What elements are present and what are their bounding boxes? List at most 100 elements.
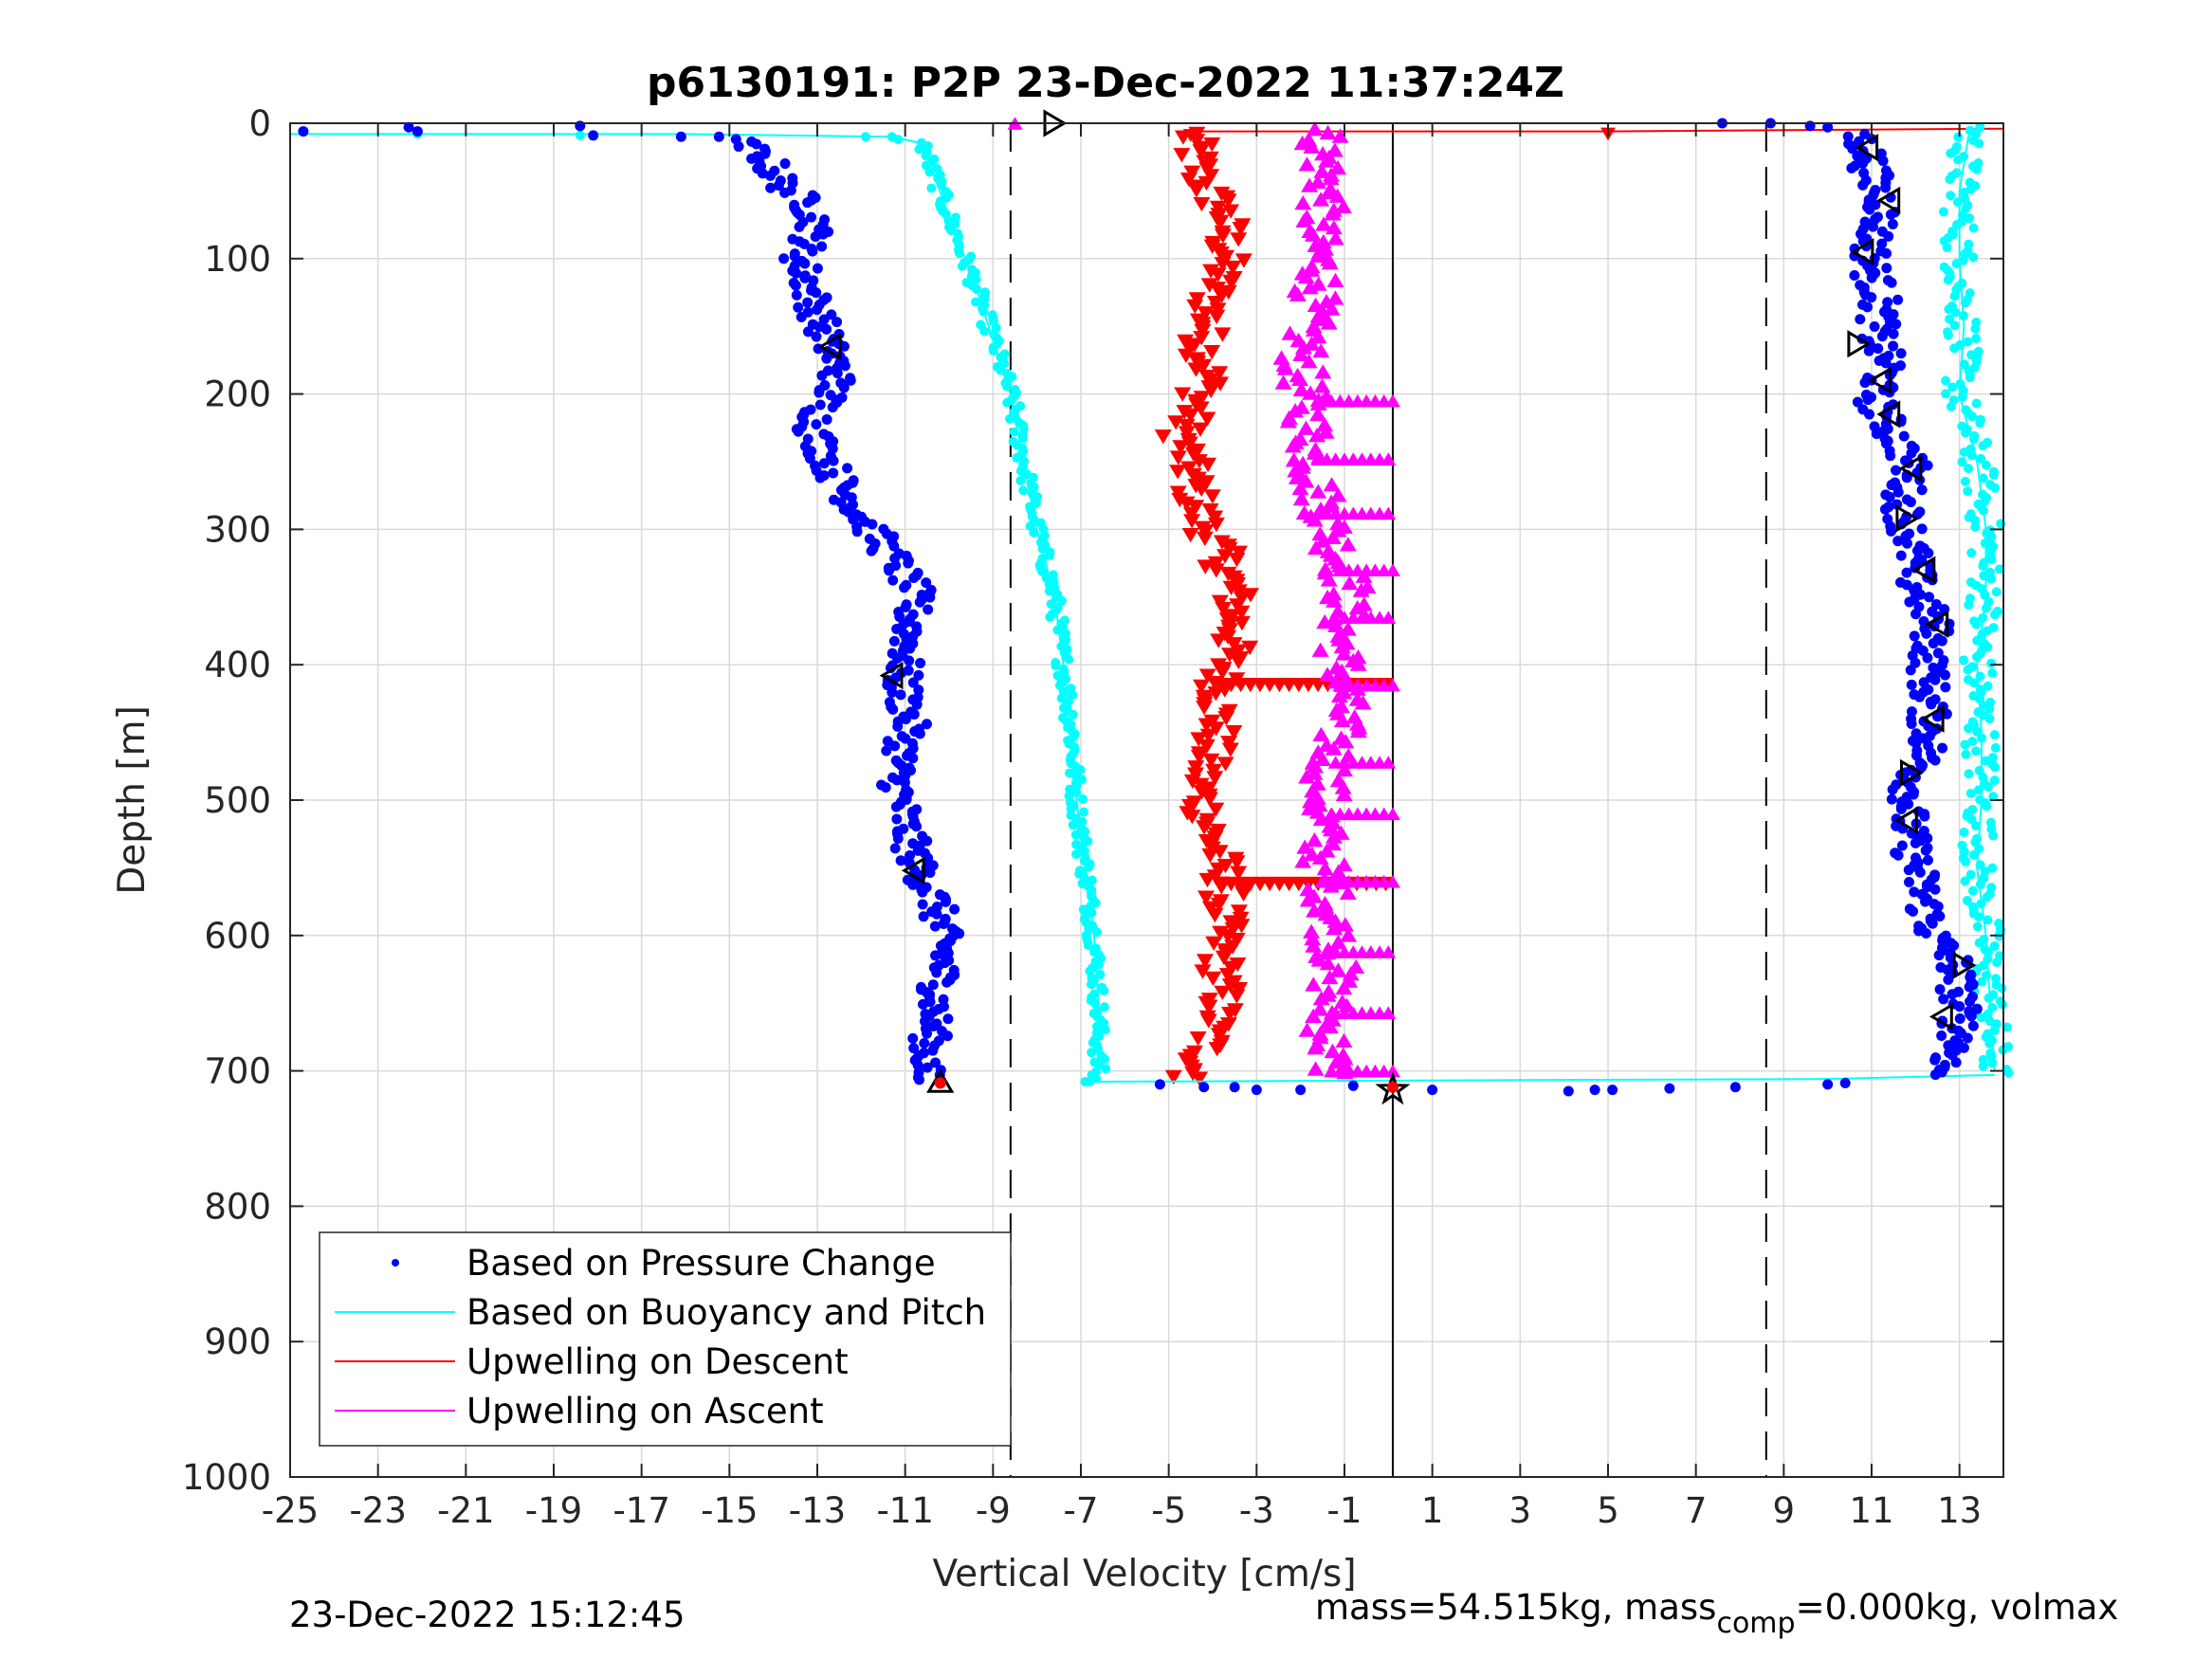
pressure-ascent-point — [1965, 995, 1976, 1007]
pressure-ascent-point — [1934, 911, 1946, 922]
x-tick-label: -11 — [876, 1490, 933, 1531]
pressure-descent-point — [907, 1032, 919, 1044]
upwelling-ascent-point — [1319, 124, 1337, 140]
series-pressure-change — [298, 118, 1983, 1097]
pressure-outlier-point — [1154, 1079, 1165, 1090]
x-tick-label: -13 — [789, 1490, 846, 1531]
pressure-descent-point — [799, 272, 811, 283]
upwelling-ascent-point — [1307, 1061, 1325, 1076]
pressure-ascent-point — [1855, 314, 1866, 325]
pressure-ascent-point — [1873, 343, 1884, 355]
x-tick-label: -1 — [1327, 1490, 1362, 1531]
pressure-ascent-point — [1924, 592, 1935, 603]
upwelling-descent-point — [1212, 214, 1230, 229]
pressure-ascent-point — [1903, 865, 1914, 876]
pressure-descent-point — [881, 745, 892, 757]
upwelling-ascent-point — [1325, 920, 1344, 936]
pressure-ascent-point — [1862, 301, 1874, 313]
buoyancy-ascent-point — [1980, 538, 1990, 548]
buoyancy-ascent-point — [1941, 389, 1951, 399]
upwelling-descent-point — [1208, 309, 1226, 325]
upwelling-ascent-point — [1336, 917, 1354, 932]
pressure-descent-point — [907, 753, 919, 764]
pressure-ascent-point — [1905, 497, 1916, 508]
upwelling-ascent-point — [1294, 195, 1312, 210]
pressure-outlier-point — [1295, 1085, 1307, 1096]
upwelling-ascent-point — [1306, 832, 1324, 848]
reference-lines — [1009, 123, 1767, 1477]
buoyancy-ascent-point — [1949, 343, 1960, 354]
buoyancy-ascent-point — [1978, 505, 1988, 516]
buoyancy-ascent-point — [1990, 483, 2001, 493]
pressure-descent-point — [811, 331, 822, 342]
triangle-marker — [901, 856, 925, 884]
buoyancy-descent-point — [1068, 709, 1078, 720]
upwelling-ascent-point — [1325, 829, 1343, 844]
buoyancy-ascent-point — [1968, 849, 1979, 860]
pressure-descent-point — [931, 967, 942, 978]
upwelling-ascent-point — [1349, 723, 1367, 738]
upwelling-ascent-point — [1307, 1040, 1325, 1055]
buoyancy-ascent-point — [1945, 174, 1955, 185]
buoyancy-descent-point — [1044, 586, 1054, 596]
pressure-ascent-point — [1947, 989, 1958, 1000]
pressure-ascent-point — [1852, 396, 1863, 408]
pressure-descent-point — [899, 582, 910, 593]
upwelling-ascent-point — [1314, 364, 1332, 379]
buoyancy-ascent-point — [1938, 207, 1948, 217]
buoyancy-ascent-point — [1989, 940, 2000, 951]
pressure-descent-point — [812, 304, 823, 316]
upwelling-ascent-point — [1330, 687, 1348, 703]
upwelling-ascent-point — [1309, 329, 1327, 344]
pressure-ascent-point — [1867, 221, 1878, 232]
pressure-descent-point — [903, 557, 914, 569]
red-end-marker — [1386, 1081, 1398, 1093]
triangle-marker — [1893, 806, 1918, 835]
pressure-descent-point — [802, 297, 814, 308]
buoyancy-ascent-point — [1978, 1061, 1988, 1071]
buoyancy-ascent-point — [1978, 612, 1988, 623]
upwelling-descent-point — [1214, 228, 1232, 244]
buoyancy-ascent-point — [1963, 665, 1973, 675]
pressure-ascent-point — [1943, 974, 1954, 985]
y-tick-label: 600 — [204, 916, 271, 957]
pressure-descent-point — [806, 211, 817, 223]
upwelling-ascent-bar-point — [1385, 678, 1400, 692]
pressure-descent-point — [811, 419, 822, 430]
pressure-descent-point — [941, 976, 953, 988]
pressure-ascent-point — [1914, 866, 1926, 878]
pressure-ascent-point — [1891, 465, 1902, 476]
upwelling-ascent-point — [1338, 997, 1356, 1012]
pressure-descent-point — [838, 382, 850, 393]
upwelling-ascent-bar-point — [1385, 393, 1400, 408]
x-tick-label: 13 — [1937, 1490, 1982, 1531]
buoyancy-descent-point — [1012, 453, 1022, 464]
pressure-descent-point — [913, 669, 924, 681]
pressure-ascent-point — [1936, 660, 1947, 671]
buoyancy-descent-point — [1092, 927, 1103, 938]
upwelling-ascent-point — [1319, 666, 1336, 682]
pressure-outlier-point — [1563, 1085, 1574, 1097]
pressure-ascent-point — [1885, 450, 1896, 462]
pressure-ascent-point — [1887, 219, 1898, 230]
upwelling-descent-point — [1215, 950, 1233, 965]
buoyancy-ascent-point — [1975, 879, 1985, 889]
buoyancy-descent-point — [924, 167, 935, 177]
upwelling-ascent-point — [1306, 121, 1324, 137]
upwelling-ascent-point — [1310, 247, 1328, 263]
triangle-marker — [1895, 504, 1920, 533]
upwelling-ascent-point — [1311, 849, 1329, 865]
pressure-descent-point — [931, 908, 942, 920]
pressure-ascent-point — [1884, 491, 1895, 502]
buoyancy-ascent-point — [1960, 739, 1970, 750]
y-tick-label: 900 — [204, 1322, 271, 1362]
pressure-descent-point — [914, 728, 925, 739]
buoyancy-descent-point — [1045, 550, 1055, 560]
triangle-marker — [1847, 330, 1872, 358]
upwelling-descent-point — [1234, 253, 1252, 268]
pressure-ascent-point — [1920, 896, 1931, 907]
pressure-ascent-point — [1937, 935, 1948, 946]
upwelling-ascent-point — [1342, 966, 1360, 981]
pressure-descent-point — [930, 950, 941, 961]
pressure-descent-point — [915, 657, 926, 668]
